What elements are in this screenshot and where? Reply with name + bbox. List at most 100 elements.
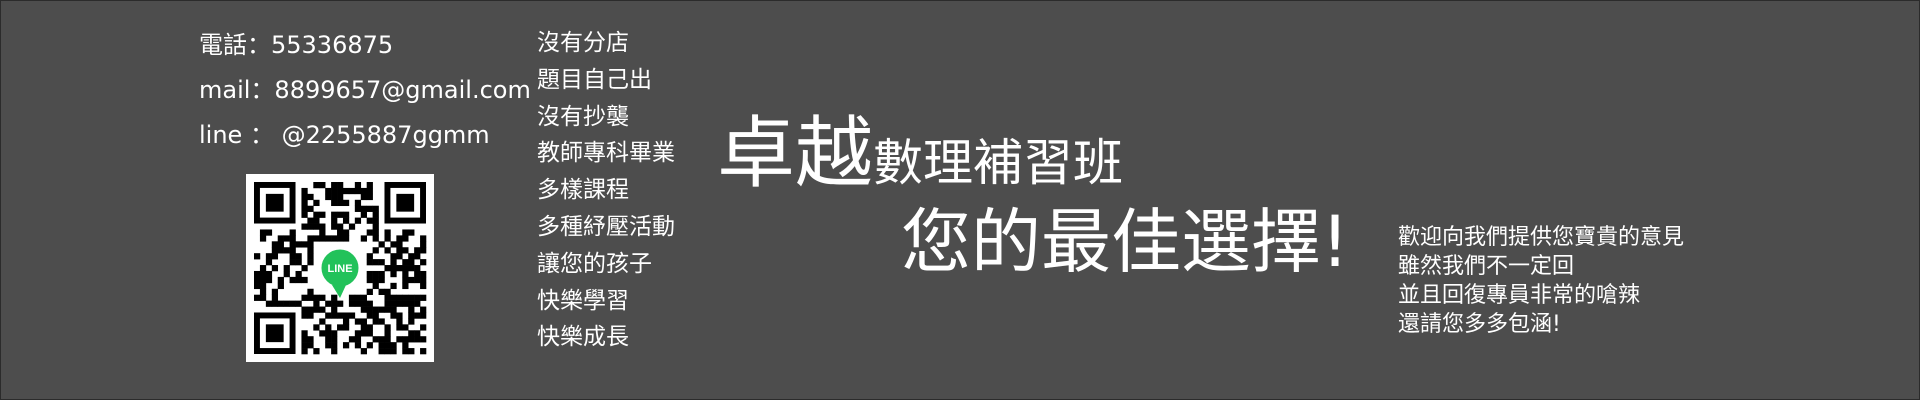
qr-module [337,182,344,189]
line-logo-text: LINE [327,263,352,275]
qr-module [402,300,409,307]
qr-module [295,270,302,278]
qr-module [295,253,302,260]
qr-module [366,187,373,195]
feedback-line: 雖然我們不一定回 [1398,254,1575,279]
qr-module [348,187,356,195]
qr-module [408,336,415,343]
qr-module [301,241,308,248]
qr-module [271,265,279,272]
qr-module [313,300,320,307]
qr-module [390,241,397,248]
qr-module [325,324,332,331]
qr-module [360,294,367,301]
qr-module [414,265,421,272]
qr-module [366,276,373,284]
qr-module [378,306,385,313]
qr-module [277,282,284,290]
qr-module [414,294,421,301]
qr-module [337,223,344,230]
qr-module [271,253,279,260]
qr-module [390,265,397,272]
line-qr-code[interactable]: LINE [246,174,434,362]
qr-module [307,336,314,343]
qr-module [307,253,314,260]
qr-module [390,282,397,290]
qr-module [396,294,403,301]
feedback-line: 還請您多多包涵! [1398,312,1561,337]
qr-module [414,270,421,278]
qr-module [313,306,320,313]
qr-module [372,336,379,343]
qr-module [331,294,338,301]
qr-module [360,193,367,201]
qr-module [378,288,385,295]
qr-module [271,247,279,254]
qr-module [354,187,362,195]
qr-module [271,288,279,295]
school-title: 卓越數理補習班 [717,109,1123,208]
qr-module [378,259,385,266]
qr-module [396,318,403,325]
feature-item: 快樂成長 [537,324,629,351]
qr-module [408,348,415,355]
qr-module [254,294,261,301]
qr-module [265,259,273,266]
qr-module [313,182,320,189]
qr-module [301,342,308,349]
feedback-note: 歡迎向我們提供您寶貴的意見 雖然我們不一定回 並且回復專員非常的嗆辣 還請您多多… [1398,223,1684,339]
qr-module [414,276,421,284]
qr-module [384,300,391,307]
feature-item: 快樂學習 [537,287,629,314]
qr-module [337,187,344,195]
qr-module [366,324,373,331]
qr-module [402,276,409,284]
qr-module [331,182,338,189]
qr-module [301,294,308,301]
qr-module [307,342,314,349]
qr-module [319,182,326,189]
qr-module [313,223,320,230]
qr-module [342,324,350,331]
qr-module [402,259,409,266]
qr-module [420,235,427,242]
qr-module [325,193,332,201]
qr-module [307,306,314,313]
qr-module [342,187,350,195]
qr-module [301,276,308,284]
line-id-text: line ： @2255887ggmm [199,121,490,149]
qr-module [372,312,379,319]
qr-module [259,229,267,236]
qr-module [414,330,421,337]
qr-module [366,342,373,349]
qr-module [265,229,273,236]
qr-module [313,324,320,331]
qr-module [259,265,267,272]
qr-module [348,294,356,301]
qr-module [378,342,385,349]
qr-module [414,247,421,254]
qr-module [390,253,397,260]
qr-module [301,193,308,201]
slogan: 您的最佳選擇! [901,201,1350,283]
qr-module [396,241,403,248]
qr-module [342,318,350,325]
qr-module [325,330,332,337]
qr-module [396,235,403,242]
qr-module [301,211,308,218]
qr-module [331,348,338,355]
qr-module [342,229,350,236]
qr-module [354,199,362,207]
qr-module [366,306,373,313]
qr-module [337,300,344,307]
qr-module [408,306,415,313]
qr-module [342,217,350,224]
qr-module [360,330,367,337]
qr-module [301,223,308,230]
qr-module [414,300,421,307]
qr-module [420,348,427,355]
qr-module [396,253,403,260]
qr-module [384,235,391,242]
qr-module [259,282,267,290]
